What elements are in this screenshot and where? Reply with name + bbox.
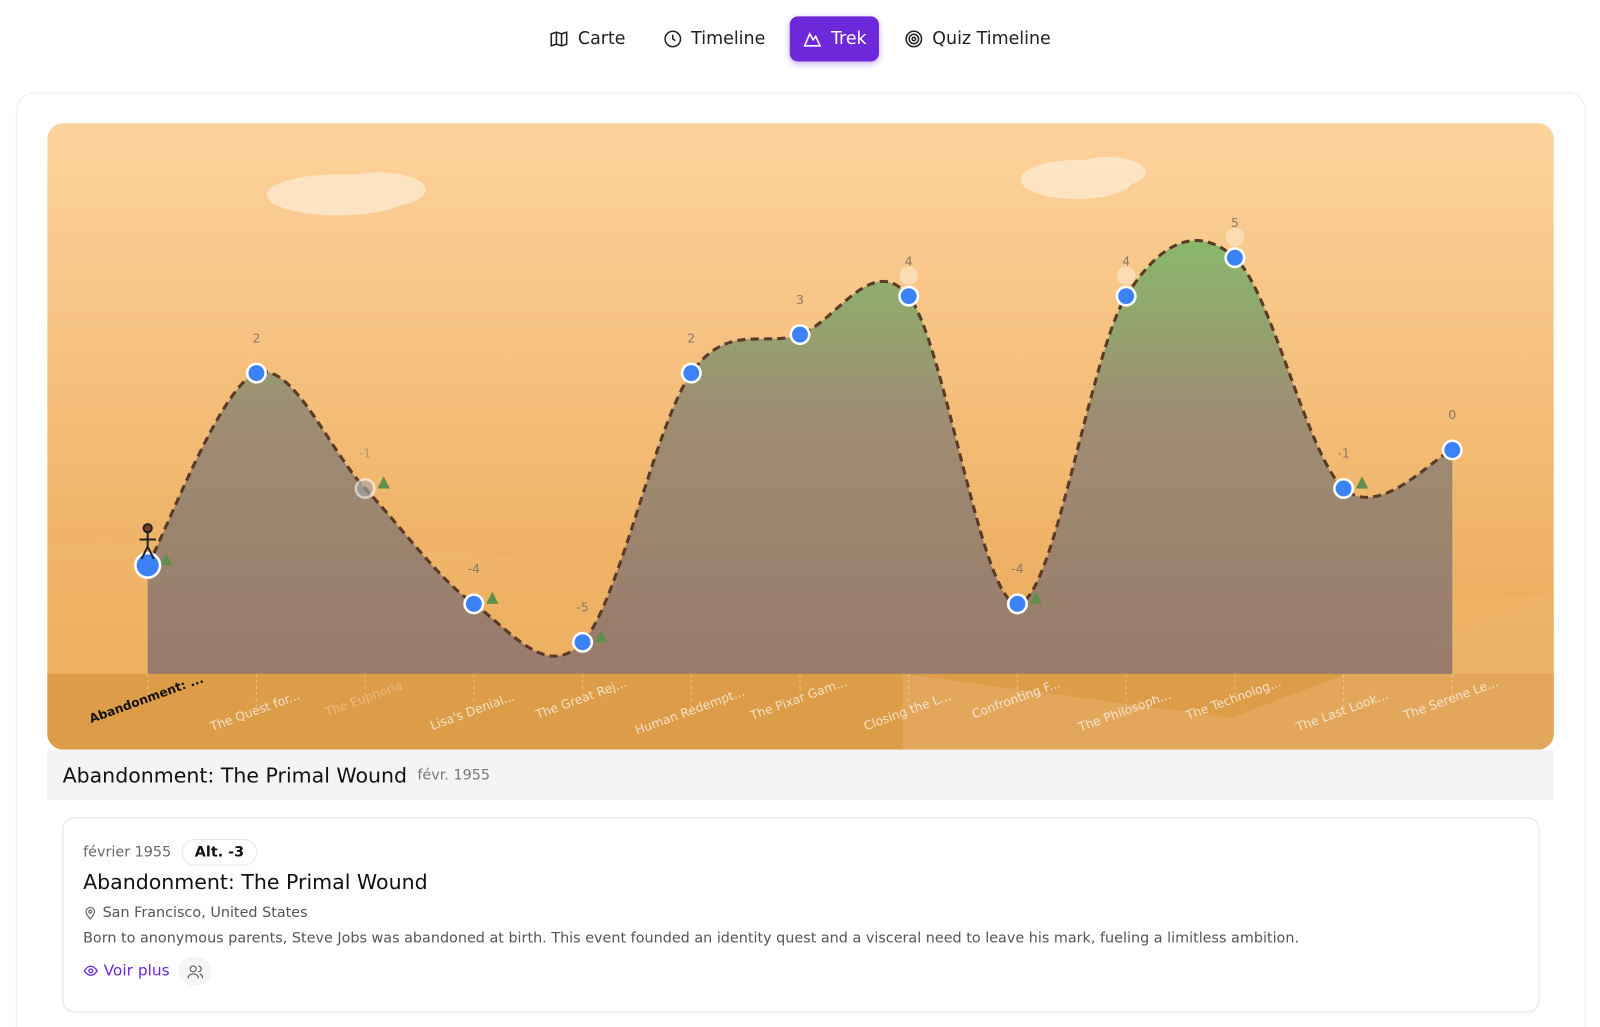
event-point[interactable] <box>1224 247 1246 269</box>
tab-active[interactable]: Trek <box>789 16 879 62</box>
data-label: 4 <box>1122 254 1130 268</box>
pin-icon <box>85 906 96 920</box>
data-label: 2 <box>252 331 260 345</box>
event-point[interactable] <box>572 631 594 653</box>
tab-label: Carte <box>577 28 626 50</box>
tab[interactable]: Quiz Timeline <box>891 16 1063 61</box>
event-point[interactable] <box>463 593 485 615</box>
see-more-label: Voir plus <box>103 961 170 980</box>
data-label: -1 <box>359 447 371 461</box>
tree <box>159 553 173 566</box>
tab-label: Timeline <box>691 28 766 50</box>
event-point[interactable] <box>789 324 811 346</box>
sun-glow <box>1116 266 1136 285</box>
selected-title: Abandonment: The Primal Wound <box>62 762 408 788</box>
data-label: 3 <box>796 293 804 307</box>
clouds <box>266 156 1146 216</box>
event-point[interactable] <box>1115 285 1137 307</box>
tree <box>594 629 608 643</box>
altitude-badge: Alt. -3 <box>181 838 258 866</box>
data-label: 0 <box>1448 408 1456 422</box>
tab-label: Quiz Timeline <box>932 28 1051 50</box>
data-label: -4 <box>1011 562 1023 576</box>
event-point[interactable] <box>1333 477 1355 499</box>
event-point[interactable] <box>1441 439 1463 461</box>
people-button[interactable] <box>178 956 212 986</box>
event-description: Born to anonymous parents, Steve Jobs wa… <box>83 930 1300 947</box>
event-point[interactable] <box>354 477 376 499</box>
event-title: Abandonment: The Primal Wound <box>83 869 428 895</box>
tree <box>1355 476 1369 489</box>
tab[interactable]: Timeline <box>650 16 777 61</box>
sun-glow <box>1225 227 1245 247</box>
hiker <box>139 523 156 560</box>
event-location: San Francisco, United States <box>102 904 308 922</box>
event-point[interactable] <box>1006 593 1028 615</box>
view-tabs: Carte Timeline Trek Quiz Timeline <box>0 16 1600 62</box>
data-label: -4 <box>468 562 480 576</box>
event-card: février 1955 Alt. -3 Abandonment: The Pri… <box>62 817 1540 1013</box>
tree <box>486 591 499 604</box>
sun-glow <box>899 266 918 285</box>
event-point[interactable] <box>680 362 702 384</box>
tab-label: Trek <box>830 28 867 50</box>
event-point[interactable] <box>245 362 267 384</box>
event-point[interactable] <box>898 285 920 307</box>
data-label: 4 <box>905 254 913 268</box>
selected-bar: Abandonment: The Primal Wound févr. 1955 <box>47 749 1554 800</box>
tree <box>377 476 390 489</box>
trek-chart: Abandonment: ... The Quest for... The Euph… <box>47 123 1554 750</box>
mountain-area <box>147 240 1453 674</box>
event-date: février 1955 <box>83 844 172 861</box>
selected-date: févr. 1955 <box>417 766 490 784</box>
data-label: 2 <box>687 331 695 345</box>
panel <box>16 92 1586 1027</box>
tree <box>1029 591 1043 604</box>
data-label: -5 <box>576 601 588 615</box>
ground-hill <box>902 594 1554 750</box>
event-point[interactable] <box>134 551 162 579</box>
tab[interactable]: Carte <box>537 16 638 61</box>
see-more[interactable]: Voir plus <box>83 961 170 979</box>
data-label: -1 <box>1337 447 1349 461</box>
data-label: 5 <box>1231 216 1239 230</box>
